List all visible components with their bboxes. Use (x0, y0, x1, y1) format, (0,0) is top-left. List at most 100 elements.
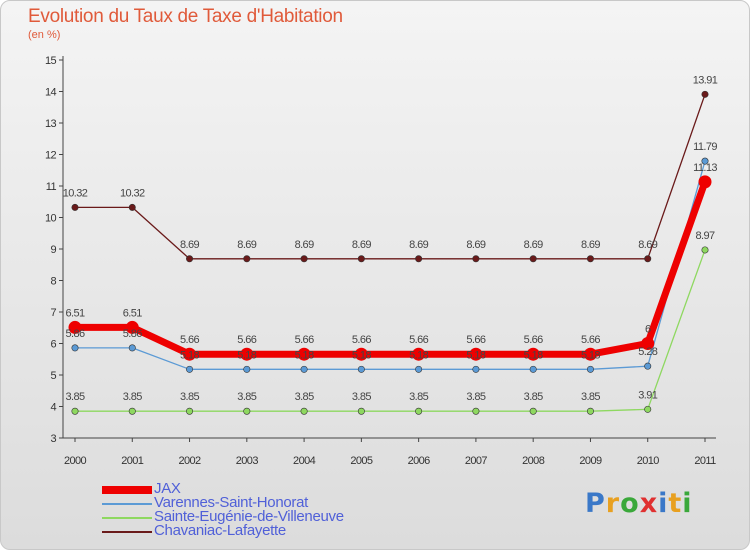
data-label: 3.85 (180, 391, 199, 403)
data-point (586, 407, 594, 415)
data-point (357, 407, 365, 415)
data-label: 5.18 (295, 349, 314, 361)
chart-subtitle: (en %) (28, 29, 61, 41)
series-line-1 (74, 160, 706, 370)
data-point (469, 347, 483, 361)
x-tick-label: 2000 (64, 455, 87, 467)
data-point (357, 365, 365, 373)
data-point (300, 407, 308, 415)
logo-letter: t (668, 488, 683, 519)
logo-letter: i (658, 488, 669, 519)
data-label: 5.66 (466, 334, 485, 346)
y-tick-label: 8 (50, 276, 56, 288)
data-label: 8.69 (180, 239, 199, 251)
data-point (644, 362, 652, 370)
data-label: 3.91 (638, 389, 657, 401)
data-label: 8.69 (581, 239, 600, 251)
data-point (71, 344, 79, 352)
data-point (701, 90, 709, 98)
data-point (698, 175, 712, 189)
data-label: 3.85 (581, 391, 600, 403)
data-point (128, 203, 136, 211)
data-point (240, 347, 254, 361)
data-point (128, 344, 136, 352)
data-label: 8.69 (237, 239, 256, 251)
data-label: 6 (645, 324, 651, 336)
data-label: 5.66 (524, 334, 543, 346)
data-point (472, 407, 480, 415)
data-point (300, 255, 308, 263)
x-tick-label: 2002 (179, 455, 202, 467)
proxiti-logo: Proxiti (585, 488, 693, 519)
data-label: 3.85 (466, 391, 485, 403)
data-label: 8.69 (352, 239, 371, 251)
data-point (128, 407, 136, 415)
logo-letter: i (682, 488, 693, 519)
chart-title: Evolution du Taux de Taxe d'Habitation (28, 6, 343, 27)
data-point (183, 347, 197, 361)
data-label: 5.18 (409, 349, 428, 361)
data-point (186, 407, 194, 415)
data-label: 5.18 (352, 349, 371, 361)
legend-label: Varennes-Saint-Honorat (154, 494, 309, 511)
data-label: 13.91 (693, 74, 718, 86)
data-label: 3.85 (295, 391, 314, 403)
data-label: 3.85 (352, 391, 371, 403)
y-tick-label: 11 (46, 181, 57, 193)
data-point (529, 365, 537, 373)
series-line-0 (71, 178, 709, 358)
legend-label: Chavaniac-Lafayette (154, 522, 286, 539)
data-point (472, 365, 480, 373)
x-tick-label: 2007 (465, 455, 488, 467)
legend-swatch (102, 531, 152, 533)
data-label: 10.32 (120, 187, 145, 199)
data-label: 5.66 (409, 334, 428, 346)
data-point (529, 407, 537, 415)
data-point (701, 157, 709, 165)
y-tick-label: 15 (45, 55, 57, 67)
data-label: 8.69 (409, 239, 428, 251)
data-point (243, 407, 251, 415)
data-label: 3.85 (524, 391, 543, 403)
x-tick-label: 2011 (694, 455, 716, 467)
x-tick-label: 2004 (293, 455, 316, 467)
data-point (243, 255, 251, 263)
data-label: 3.85 (65, 391, 84, 403)
data-point (186, 255, 194, 263)
y-tick-label: 3 (50, 433, 56, 445)
y-tick-label: 13 (45, 118, 57, 130)
x-tick-label: 2008 (522, 455, 545, 467)
data-point (300, 365, 308, 373)
y-tick-label: 4 (50, 402, 56, 414)
y-tick-label: 14 (45, 87, 57, 99)
data-point (641, 337, 655, 350)
data-label: 5.66 (180, 334, 199, 346)
data-point (415, 255, 423, 263)
data-label: 6.51 (65, 307, 84, 319)
data-label: 5.18 (466, 349, 485, 361)
data-point (415, 407, 423, 415)
data-point (586, 255, 594, 263)
data-point (357, 255, 365, 263)
data-label: 8.69 (524, 239, 543, 251)
x-tick-label: 2001 (121, 455, 144, 467)
data-point (68, 320, 82, 334)
logo-letter: P (585, 488, 606, 519)
x-tick-label: 2006 (408, 455, 431, 467)
logo-letter: x (639, 488, 659, 519)
data-label: 5.66 (237, 334, 256, 346)
data-point (125, 320, 139, 334)
data-point (701, 246, 709, 254)
data-label: 11.79 (693, 141, 717, 153)
data-point (71, 203, 79, 211)
data-label: 5.86 (123, 328, 142, 340)
y-tick-label: 9 (50, 244, 56, 256)
legend-swatch (102, 517, 152, 519)
data-label: 5.18 (581, 349, 600, 361)
data-label: 8.97 (695, 230, 714, 242)
data-label: 3.85 (409, 391, 428, 403)
data-point (644, 255, 652, 263)
y-tick-label: 6 (50, 339, 56, 351)
